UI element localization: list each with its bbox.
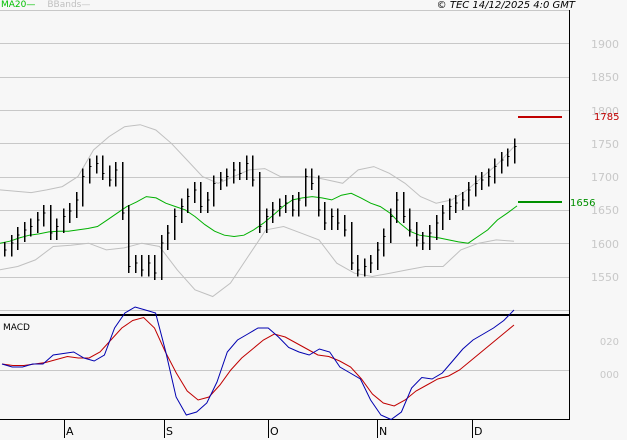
macd-line bbox=[1, 306, 515, 421]
legend-bbands-label: BBands bbox=[47, 0, 82, 10]
resistance-level-label: 1785 bbox=[594, 112, 620, 123]
y-label-1850: 1850 bbox=[591, 71, 619, 84]
bbands-lower-line bbox=[0, 225, 515, 298]
y-label-1550: 1550 bbox=[591, 271, 619, 284]
chart-legend: MA20— BBands— bbox=[1, 0, 90, 11]
y-label-1750: 1750 bbox=[591, 138, 619, 151]
y-label-1700: 1700 bbox=[591, 171, 619, 184]
ma20-line bbox=[0, 192, 518, 244]
x-label-nov: N bbox=[379, 425, 388, 438]
macd-panel-title: MACD bbox=[3, 323, 30, 333]
x-label-sep: S bbox=[166, 425, 173, 438]
bbands-upper-line bbox=[0, 124, 515, 204]
x-label-oct: O bbox=[270, 425, 279, 438]
y-label-1900: 1900 bbox=[591, 38, 619, 51]
legend-bbands: BBands— bbox=[47, 0, 91, 10]
y-label-1800: 1800 bbox=[591, 105, 619, 118]
legend-ma20: MA20— bbox=[1, 0, 36, 10]
price-gridlines bbox=[0, 10, 569, 311]
x-label-dec: D bbox=[474, 425, 483, 438]
copyright-timestamp: © TEC 14/12/2025 4:0 GMT bbox=[436, 0, 575, 11]
x-axis-ticks bbox=[64, 420, 473, 438]
macd-y-label-020: 020 bbox=[599, 337, 619, 348]
y-label-1650: 1650 bbox=[591, 204, 619, 217]
ohlc-bars bbox=[3, 138, 517, 280]
macd-signal-line bbox=[1, 316, 515, 407]
macd-y-label-000: 000 bbox=[599, 370, 619, 381]
x-label-aug: A bbox=[66, 425, 74, 438]
y-label-1600: 1600 bbox=[591, 238, 619, 251]
legend-ma20-label: MA20 bbox=[1, 0, 27, 10]
support-level-label: 1656 bbox=[570, 198, 596, 209]
